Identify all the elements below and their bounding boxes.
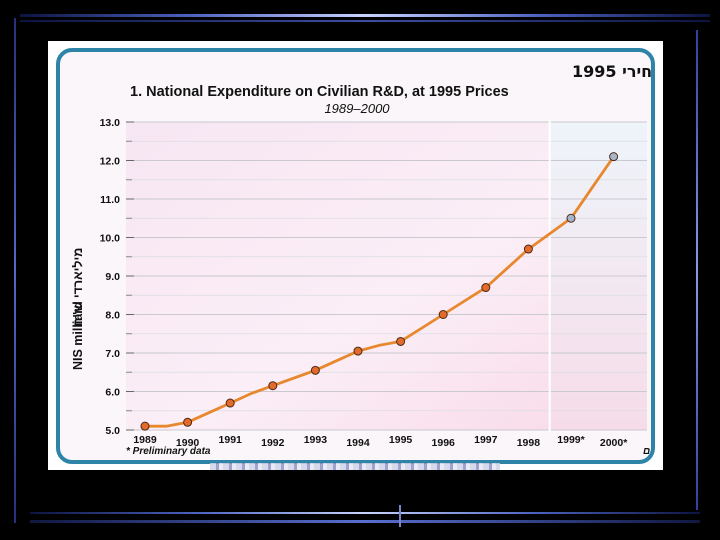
data-point bbox=[140, 421, 150, 431]
data-point bbox=[310, 365, 320, 375]
x-tick-label: 1999* bbox=[557, 434, 585, 446]
y-tick-label: 12.0 bbox=[100, 156, 121, 168]
x-tick-label: 1992 bbox=[261, 437, 285, 449]
y-axis-label: NIS milliard bbox=[71, 301, 85, 370]
data-point bbox=[481, 283, 491, 293]
data-point bbox=[438, 310, 448, 319]
top-decorative-line-2 bbox=[20, 20, 710, 22]
x-tick-label: 1989 bbox=[133, 434, 157, 446]
y-tick-label: 5.0 bbox=[105, 425, 120, 437]
data-point bbox=[183, 417, 193, 427]
data-point-preliminary bbox=[609, 152, 619, 162]
chart-subtitle: 1989–2000 bbox=[324, 101, 390, 116]
x-tick-label: 1993 bbox=[304, 434, 328, 446]
data-point bbox=[396, 336, 406, 346]
x-tick-label: 1991 bbox=[219, 434, 243, 446]
data-point bbox=[268, 381, 278, 391]
y-tick-label: 7.0 bbox=[105, 348, 120, 360]
y-tick-label: 10.0 bbox=[100, 233, 121, 245]
series-line bbox=[145, 155, 615, 428]
bottom-divider-tick bbox=[399, 505, 401, 527]
y-tick-label: 13.0 bbox=[100, 117, 121, 129]
x-tick-label: 1990 bbox=[176, 437, 200, 449]
chart-panel: 1. הוצאה לאומית למו"פ אזרחי, במחירי 1995… bbox=[56, 48, 655, 464]
data-point bbox=[523, 244, 533, 254]
x-tick-label: 1997 bbox=[474, 434, 498, 446]
data-point bbox=[225, 398, 235, 408]
data-point-preliminary bbox=[566, 213, 576, 223]
y-tick-label: 8.0 bbox=[105, 310, 120, 322]
footer-source-strip bbox=[210, 463, 500, 470]
y-tick-label: 6.0 bbox=[105, 387, 120, 399]
right-decorative-line bbox=[696, 30, 698, 510]
bottom-decorative-line-2 bbox=[30, 520, 700, 523]
x-tick-label: 2000* bbox=[600, 437, 628, 449]
x-tick-labels: 1989 1990 1991 1992 1993 1994 1995 1996 1997 1998… bbox=[133, 434, 628, 449]
chart-svg: 1. הוצאה לאומית למו"פ אזרחי, במחירי 1995… bbox=[71, 62, 651, 457]
left-decorative-line bbox=[14, 18, 16, 523]
x-tick-label: 1996 bbox=[432, 437, 456, 449]
chart-title: 1. National Expenditure on Civilian R&D,… bbox=[130, 84, 509, 100]
y-tick-label: 9.0 bbox=[105, 271, 120, 283]
x-tick-label: 1995 bbox=[389, 434, 413, 446]
chart-title-hebrew: 1. הוצאה לאומית למו"פ אזרחי, במחירי 1995 bbox=[572, 62, 651, 81]
y-tick-label: 11.0 bbox=[100, 194, 120, 206]
preliminary-note: * Preliminary data bbox=[126, 446, 211, 457]
y-tick-labels: 5.0 6.0 7.0 8.0 9.0 10.0 11.0 12.0 13.0 bbox=[100, 117, 121, 437]
top-decorative-line bbox=[20, 14, 710, 17]
data-point bbox=[353, 346, 363, 356]
series-markers bbox=[140, 152, 619, 431]
x-tick-label: 1998 bbox=[517, 437, 541, 449]
y-axis-label-hebrew: מיליארדי ש"ח bbox=[71, 248, 85, 327]
bottom-decorative-line bbox=[30, 512, 700, 514]
preliminary-note-hebrew: * נתונים ארעיים bbox=[643, 446, 651, 457]
x-tick-label: 1994 bbox=[346, 437, 370, 449]
